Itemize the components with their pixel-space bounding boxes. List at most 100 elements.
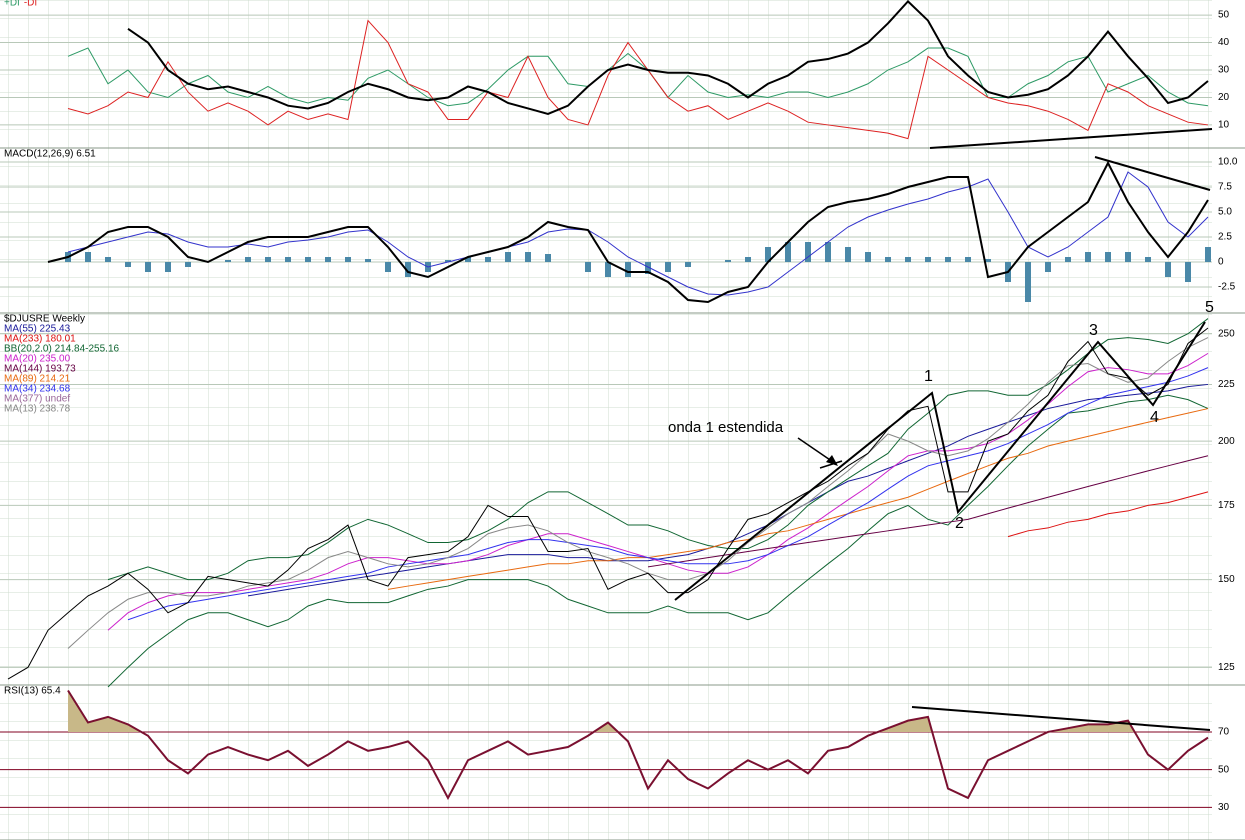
legend-entry: MA(233) 180.01 [4, 334, 76, 345]
series-line [647, 455, 1209, 568]
channel-line [819, 460, 843, 469]
main-line [67, 689, 1209, 801]
y-tick-label: 2.5 [1218, 232, 1232, 243]
y-tick-label: 7.5 [1218, 182, 1232, 193]
histogram-bar [745, 257, 751, 262]
histogram-bar [585, 262, 591, 272]
histogram-bar [1105, 252, 1111, 262]
series-line [1007, 491, 1209, 538]
series-line [107, 352, 1209, 631]
main-line [127, 0, 1209, 116]
histogram-bar [525, 252, 531, 262]
wave-label: 2 [955, 515, 964, 532]
y-tick-label: 200 [1218, 436, 1235, 447]
legend-entry: BB(20,2.0) 214.84-255.16 [4, 344, 120, 355]
y-tick-label: 250 [1218, 328, 1235, 339]
y-tick-label: -2.5 [1218, 282, 1236, 293]
histogram-bar [485, 257, 491, 262]
histogram-bar [785, 242, 791, 262]
histogram-bar [325, 257, 331, 262]
histogram-bar [365, 259, 371, 262]
histogram-bar [305, 257, 311, 262]
series-line [387, 408, 1209, 590]
histogram-bar [965, 257, 971, 262]
histogram-bar [945, 257, 951, 262]
panel-title: RSI(13) 65.4 [4, 686, 61, 697]
histogram-bar [625, 262, 631, 277]
main-line [47, 160, 1209, 304]
histogram-bar [665, 262, 671, 272]
legend-entry: MA(34) 234.68 [4, 384, 71, 395]
trend-line [911, 706, 1211, 731]
histogram-bar [125, 262, 131, 267]
histogram-bar [1145, 257, 1151, 262]
series-line [127, 367, 1209, 621]
histogram-bar [985, 259, 991, 262]
histogram-bar [265, 257, 271, 262]
histogram-bar [385, 262, 391, 272]
histogram-bar [1205, 247, 1211, 262]
histogram-bar [825, 242, 831, 262]
y-tick-label: 40 [1218, 37, 1230, 48]
y-tick-label: 10.0 [1218, 157, 1238, 168]
band-lower [107, 394, 1209, 688]
histogram-bar [1165, 262, 1171, 277]
histogram-bar [145, 262, 151, 272]
legend-entry: MA(55) 225.43 [4, 324, 71, 335]
legend-entry: MA(144) 193.73 [4, 364, 76, 375]
y-tick-label: 30 [1218, 802, 1230, 813]
histogram-bar [105, 257, 111, 262]
trend-line [1094, 156, 1211, 191]
series-line [67, 19, 1209, 140]
histogram-bar [685, 262, 691, 267]
annotation: onda 1 estendida [668, 419, 784, 436]
y-tick-label: 0 [1218, 257, 1224, 268]
histogram-bar [905, 257, 911, 262]
y-tick-label: 5.0 [1218, 207, 1232, 218]
histogram-bar [245, 257, 251, 262]
y-tick-label: 20 [1218, 92, 1230, 103]
histogram-bar [465, 257, 471, 262]
histogram-bar [805, 242, 811, 262]
histogram-bar [445, 260, 451, 262]
histogram-bar [545, 254, 551, 262]
y-tick-label: 150 [1218, 574, 1235, 585]
y-tick-label: 50 [1218, 10, 1230, 21]
histogram-bar [85, 252, 91, 262]
wave-label: 1 [924, 368, 933, 385]
histogram-bar [505, 252, 511, 262]
y-tick-label: 125 [1218, 662, 1235, 673]
grid-background [0, 0, 1212, 840]
legend-entry: MA(377) undef [4, 394, 70, 405]
band-upper [107, 318, 1209, 581]
histogram-bar [345, 257, 351, 262]
wave-path [674, 321, 1206, 601]
y-tick-label: 70 [1218, 727, 1230, 738]
legend-entry: MA(89) 214.21 [4, 374, 71, 385]
legend-entry: MA(13) 238.78 [4, 404, 71, 415]
histogram-bar [765, 247, 771, 262]
series-line [67, 47, 1209, 107]
histogram-bar [845, 247, 851, 262]
histogram-bar [1065, 257, 1071, 262]
y-tick-label: 10 [1218, 120, 1230, 131]
histogram-bar [1185, 262, 1191, 282]
histogram-bar [405, 262, 411, 277]
legend-entry: +DI [4, 0, 20, 9]
arrow-head [826, 455, 838, 466]
histogram-bar [285, 257, 291, 262]
histogram-bar [1125, 252, 1131, 262]
panel-title: MACD(12,26,9) 6.51 [4, 149, 96, 160]
histogram-bar [645, 262, 651, 274]
wave-label: 5 [1205, 299, 1214, 316]
wave-label: 4 [1150, 409, 1159, 426]
histogram-bar [865, 252, 871, 262]
panel-title: $DJUSRE Weekly [4, 314, 85, 325]
wave-label: 3 [1089, 322, 1098, 339]
y-tick-label: 50 [1218, 764, 1230, 775]
y-tick-label: 175 [1218, 500, 1235, 511]
histogram-bar [1025, 262, 1031, 302]
histogram-bar [1085, 252, 1091, 262]
histogram-bar [605, 262, 611, 277]
